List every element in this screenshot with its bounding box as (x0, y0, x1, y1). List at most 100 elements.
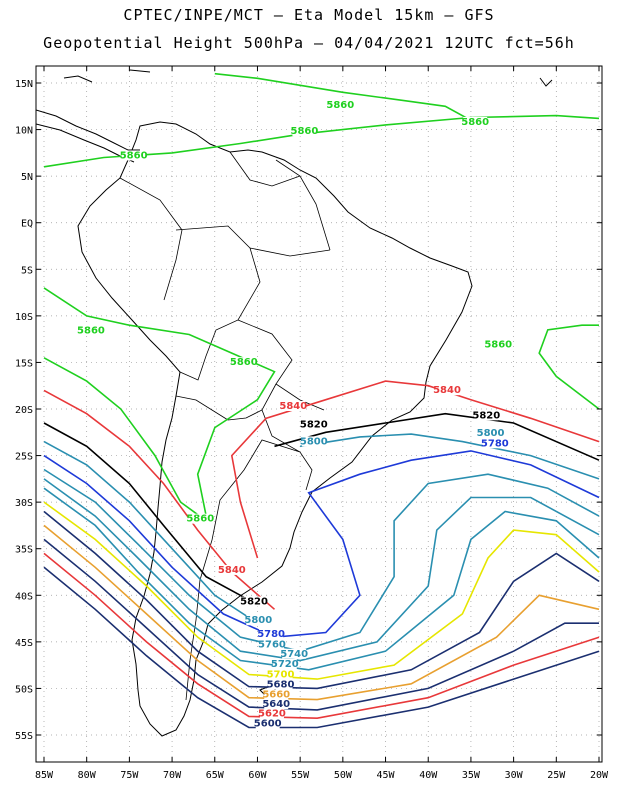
contour-label: 5800 (300, 436, 328, 447)
contour-label-bg (264, 699, 289, 710)
lat-tick-label: 20S (15, 405, 33, 416)
lat-tick-label: 15N (15, 79, 33, 90)
lat-tick-label: 50S (15, 684, 33, 695)
contour-label: 5800 (244, 615, 272, 626)
contour-label-bg (474, 410, 499, 421)
contour-label-bg (219, 564, 244, 575)
contour-line (230, 380, 600, 559)
contour-label: 5860 (291, 126, 319, 137)
contour-line (214, 72, 472, 122)
lat-tick-label: 5N (21, 172, 33, 183)
contour-line (43, 422, 258, 606)
contour-line (43, 501, 600, 680)
lon-tick-label: 60W (248, 770, 267, 781)
axis-ticks (36, 66, 602, 762)
contour-labels: 5860 5860 5860 5860 5860 5860 5860 5860 5840 5840… (77, 100, 512, 730)
contour-line (43, 510, 600, 690)
contour-line (538, 324, 600, 410)
contour-label-bg (272, 659, 297, 670)
contour-line (43, 478, 600, 662)
contour-line (300, 433, 600, 480)
contour-label: 5860 (77, 326, 105, 337)
contour-lines (43, 72, 600, 729)
lat-tick-label: 15S (15, 358, 33, 369)
lon-tick-label: 50W (334, 770, 353, 781)
contour-label: 5700 (267, 669, 295, 680)
lat-tick-label: 10N (15, 126, 33, 137)
contour-line (43, 552, 600, 720)
lon-tick-label: 75W (120, 770, 139, 781)
chart-subtitle: Geopotential Height 500hPa – 04/04/2021 … (43, 34, 575, 52)
contour-label: 5860 (461, 117, 489, 128)
grid-lines (36, 66, 602, 762)
contour-label: 5780 (481, 438, 509, 449)
contour-label-bg (259, 629, 284, 640)
contour-label-bg (188, 513, 213, 524)
lon-tick-label: 45W (377, 770, 396, 781)
lon-tick-label: 35W (462, 770, 481, 781)
lat-tick-label: 45S (15, 638, 33, 649)
contour-line (43, 450, 600, 639)
lat-tick-label: 10S (15, 312, 33, 323)
country-borders (119, 151, 331, 701)
lat-tick-label: 30S (15, 498, 33, 509)
lon-tick-label: 80W (78, 770, 97, 781)
lon-tick-label: 70W (163, 770, 182, 781)
contour-label-bg (246, 615, 271, 626)
contour-label: 5860 (120, 150, 148, 161)
contour-label: 5820 (300, 420, 328, 431)
contour-label: 5680 (267, 679, 295, 690)
contour-line (43, 287, 276, 517)
longitude-labels: 85W 80W 75W 70W 65W 60W 55W 50W 45W 40W 35W 30W 25W 2… (35, 770, 609, 781)
lat-tick-label: EQ (21, 219, 33, 230)
contour-label: 5860 (230, 357, 258, 368)
contour-label: 5760 (258, 639, 286, 650)
contour-label: 5800 (477, 428, 505, 439)
contour-line (43, 566, 600, 729)
lat-tick-label: 55S (15, 731, 33, 742)
contour-label-bg (301, 419, 326, 430)
lat-tick-label: 40S (15, 591, 33, 602)
contour-label-bg (328, 100, 353, 111)
contour-label: 5740 (280, 649, 308, 660)
contour-label-bg (268, 669, 293, 680)
contour-label-bg (231, 357, 256, 368)
lat-tick-label: 5S (21, 265, 33, 276)
contour-line (43, 487, 600, 671)
contour-label: 5660 (262, 690, 290, 701)
contour-label-bg (121, 150, 146, 161)
contour-label: 5860 (484, 340, 512, 351)
contour-line (274, 412, 600, 461)
contour-label: 5840 (433, 385, 461, 396)
contour-label-bg (301, 436, 326, 447)
latitude-labels: 15N 10N 5N EQ 5S 10S 15S 20S 25S 30S 35S 40S 45S 50S 5… (15, 79, 33, 742)
chart-title: CPTEC/INPE/MCT – Eta Model 15km – GFS (123, 6, 495, 24)
contour-label-bg (478, 428, 503, 439)
lat-tick-label: 35S (15, 545, 33, 556)
contour-label: 5820 (472, 410, 500, 421)
lon-tick-label: 55W (291, 770, 310, 781)
contour-line (43, 468, 600, 653)
lon-tick-label: 85W (35, 770, 54, 781)
contour-label: 5780 (257, 629, 285, 640)
lat-tick-label: 25S (15, 452, 33, 463)
contour-label-bg (259, 708, 284, 719)
contour-label: 5600 (254, 719, 282, 730)
contour-label-bg (463, 116, 488, 127)
contour-label: 5840 (279, 401, 307, 412)
contour-label-bg (259, 639, 284, 650)
contour-label: 5840 (218, 565, 246, 576)
map-frame (35, 65, 603, 763)
contour-label-bg (435, 385, 460, 396)
contour-label-bg (282, 648, 307, 659)
contour-label-bg (292, 126, 317, 137)
contour-label: 5860 (186, 514, 214, 525)
contour-label-bg (78, 325, 103, 336)
contour-label: 5620 (258, 708, 286, 719)
contour-label: 5720 (271, 659, 299, 670)
contour-label: 5640 (262, 699, 290, 710)
lon-tick-label: 40W (419, 770, 438, 781)
contour-label-bg (255, 718, 280, 729)
contour-label-bg (242, 596, 267, 607)
